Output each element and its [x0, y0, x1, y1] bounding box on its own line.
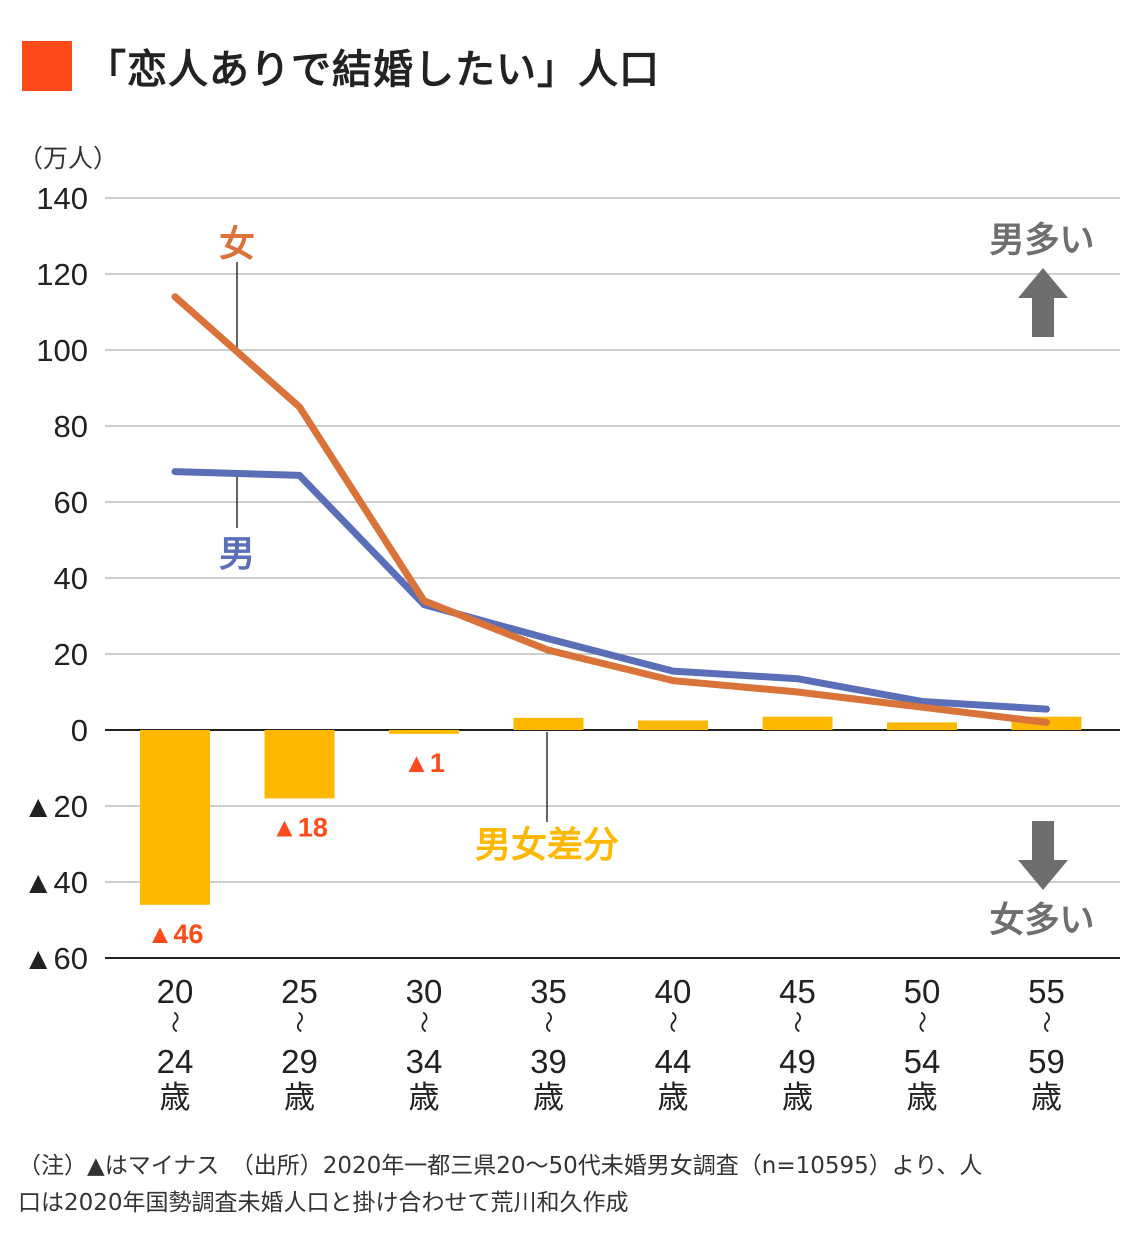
x-label-start-1: 25: [281, 973, 318, 1010]
x-label-tilde-0: 〜: [162, 1011, 187, 1033]
x-label-tilde-3: 〜: [536, 1011, 561, 1033]
x-label-suffix-2: 歳: [409, 1080, 440, 1115]
y-tick-label-5: 40: [54, 561, 88, 596]
x-label-end-1: 29: [281, 1043, 318, 1080]
x-label-end-7: 59: [1028, 1043, 1065, 1080]
more-women-label: 女多い: [989, 900, 1094, 940]
bar-value-label-2: ▲1: [403, 748, 445, 778]
x-label-suffix-7: 歳: [1031, 1080, 1062, 1115]
x-label-end-0: 24: [157, 1043, 194, 1080]
x-label-start-7: 55: [1028, 973, 1065, 1010]
female-series-label: 女: [219, 223, 255, 264]
chart-title: 「恋人ありで結婚したい」人口: [22, 38, 660, 94]
bar-value-label-0: ▲46: [147, 919, 204, 949]
y-tick-label-4: 60: [54, 485, 88, 520]
chart-area: （万人） 140 120 100 80 60 40 20 0 ▲20 ▲40 ▲60 ▲46 ▲18 ▲1 女…: [18, 145, 1120, 1115]
diff-bar-5: [762, 716, 833, 730]
x-label-tilde-7: 〜: [1034, 1011, 1059, 1033]
x-label-suffix-3: 歳: [533, 1080, 564, 1115]
bar-value-label-1: ▲18: [271, 812, 328, 842]
diff-bar-4: [638, 720, 708, 730]
x-label-start-5: 45: [779, 973, 816, 1010]
x-label-end-5: 49: [779, 1043, 816, 1080]
x-label-start-6: 50: [904, 973, 941, 1010]
y-tick-label-3: 80: [54, 409, 88, 444]
x-label-suffix-6: 歳: [907, 1080, 938, 1115]
x-label-tilde-4: 〜: [660, 1011, 685, 1033]
diff-bar-1: [264, 730, 335, 799]
x-label-start-0: 20: [157, 973, 194, 1010]
y-tick-label-8: ▲20: [23, 789, 88, 824]
diff-bar-0: [140, 730, 210, 905]
x-label-suffix-5: 歳: [782, 1080, 813, 1115]
x-label-tilde-2: 〜: [411, 1011, 436, 1033]
male-series-label: 男: [219, 533, 255, 574]
x-label-start-4: 40: [655, 973, 692, 1010]
x-label-tilde-5: 〜: [785, 1011, 810, 1033]
x-label-start-2: 30: [406, 973, 443, 1010]
diff-bar-6: [887, 722, 957, 730]
y-tick-label-0: 140: [36, 181, 88, 216]
more-men-label: 男多い: [989, 221, 1094, 260]
y-tick-label-9: ▲40: [23, 865, 88, 900]
down-arrow-icon: [1018, 821, 1068, 890]
x-label-start-3: 35: [530, 973, 567, 1010]
diff-bar-3: [513, 717, 584, 730]
x-label-suffix-1: 歳: [284, 1080, 315, 1115]
x-label-suffix-4: 歳: [658, 1080, 689, 1115]
x-label-end-6: 54: [904, 1043, 941, 1080]
up-arrow-icon: [1018, 268, 1068, 337]
x-label-suffix-0: 歳: [160, 1080, 191, 1115]
y-tick-label-7: 0: [71, 713, 88, 748]
x-label-tilde-1: 〜: [287, 1011, 312, 1033]
title-square-marker: [22, 41, 72, 91]
x-label-end-2: 34: [406, 1043, 443, 1080]
x-label-end-4: 44: [655, 1043, 692, 1080]
y-tick-label-6: 20: [54, 637, 88, 672]
diff-series-label: 男女差分: [475, 824, 619, 865]
y-tick-label-2: 100: [36, 333, 88, 368]
y-axis-unit-label: （万人）: [18, 145, 118, 173]
footnote-line-1: （注）▲はマイナス （出所）2020年一都三県20〜50代未婚男女調査（n=10…: [18, 1153, 983, 1179]
y-tick-label-1: 120: [36, 257, 88, 292]
female-series-line: [171, 293, 1050, 726]
x-label-end-3: 39: [530, 1043, 567, 1080]
y-tick-label-10: ▲60: [23, 941, 88, 976]
diff-bar-2: [389, 730, 459, 734]
title-text: 「恋人ありで結婚したい」人口: [86, 47, 660, 93]
male-series-line: [171, 468, 1050, 713]
footnote: （注）▲はマイナス （出所）2020年一都三県20〜50代未婚男女調査（n=10…: [18, 1148, 1128, 1222]
footnote-line-2: 口は2020年国勢調査未婚人口と掛け合わせて荒川和久作成: [18, 1190, 629, 1216]
x-label-tilde-6: 〜: [909, 1011, 934, 1033]
